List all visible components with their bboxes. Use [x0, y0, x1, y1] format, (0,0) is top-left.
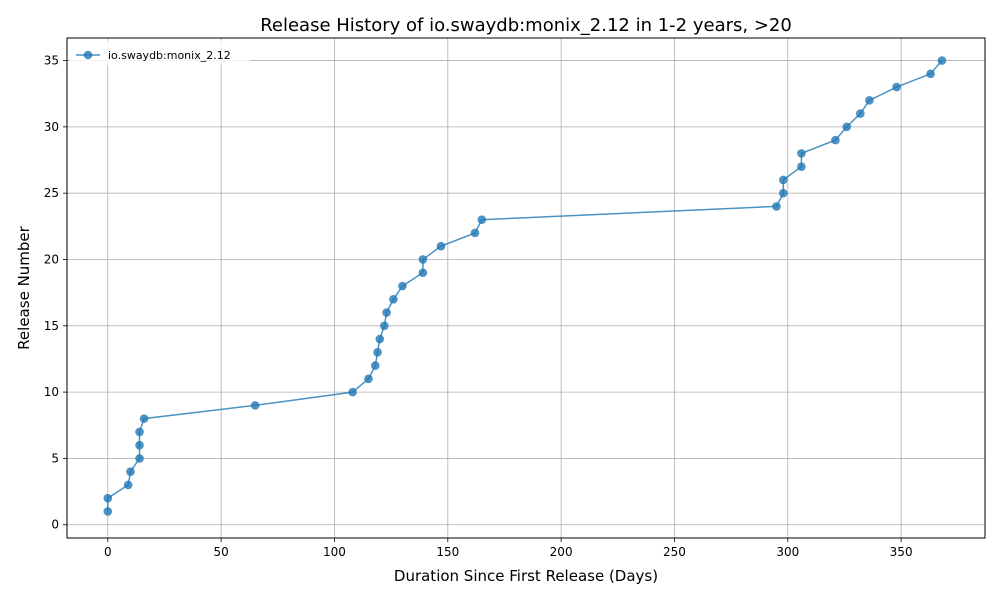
x-axis-label: Duration Since First Release (Days) — [394, 567, 658, 585]
x-tick-label: 0 — [104, 545, 112, 559]
data-point — [778, 175, 788, 185]
data-point — [470, 228, 480, 238]
data-point — [389, 294, 398, 304]
legend-label: io.swaydb:monix_2.12 — [108, 49, 231, 62]
data-point — [103, 507, 113, 516]
data-point — [382, 308, 391, 317]
data-point — [892, 82, 901, 92]
data-point — [418, 255, 428, 264]
data-point — [477, 215, 487, 224]
y-axis-label: Release Number — [15, 225, 33, 349]
x-tick-label: 100 — [323, 545, 346, 559]
legend: io.swaydb:monix_2.12 — [70, 41, 250, 65]
y-tick-label: 20 — [44, 252, 59, 266]
data-point — [937, 56, 947, 65]
data-point — [348, 387, 357, 397]
series-layer — [103, 56, 947, 516]
y-tick-label: 35 — [44, 54, 59, 68]
data-point — [364, 374, 373, 384]
x-tick-label: 50 — [213, 545, 228, 559]
grid-lines — [67, 38, 985, 538]
data-point — [370, 361, 380, 370]
data-point — [375, 334, 385, 344]
y-tick-label: 0 — [51, 518, 59, 532]
data-point — [250, 401, 260, 410]
data-point — [139, 414, 149, 423]
data-point — [123, 480, 133, 490]
y-tick-label: 25 — [44, 186, 59, 200]
data-point — [418, 268, 428, 278]
data-point — [772, 202, 781, 211]
y-tick-label: 5 — [51, 451, 59, 465]
y-tick-label: 10 — [44, 385, 59, 399]
data-point — [831, 135, 840, 145]
x-tick-label: 150 — [436, 545, 459, 559]
data-point — [380, 321, 389, 331]
data-point — [135, 427, 144, 437]
data-point — [778, 188, 788, 198]
data-point — [135, 454, 144, 463]
y-tick-label: 15 — [44, 319, 59, 333]
chart-title: Release History of io.swaydb:monix_2.12 … — [260, 15, 792, 36]
data-point — [126, 467, 135, 476]
data-point — [926, 69, 935, 79]
y-tick-label: 30 — [44, 120, 59, 134]
x-tick-label: 300 — [776, 545, 799, 559]
legend-box — [70, 41, 250, 65]
data-point — [797, 149, 806, 158]
data-point — [865, 96, 874, 105]
data-point — [842, 122, 852, 132]
data-point — [103, 493, 113, 503]
legend-marker — [83, 50, 93, 60]
data-point — [436, 241, 446, 251]
data-point — [398, 281, 407, 291]
plot-frame — [66, 37, 986, 539]
x-tick-label: 350 — [890, 545, 913, 559]
data-point — [856, 109, 865, 118]
data-point — [135, 440, 144, 450]
data-point — [797, 162, 806, 171]
y-axis-ticks: 0 5 10 15 20 25 30 35 — [44, 54, 67, 532]
x-tick-label: 250 — [663, 545, 686, 559]
x-tick-label: 200 — [550, 545, 573, 559]
x-axis-ticks: 0 50 100 150 200 250 300 350 — [104, 538, 913, 559]
data-point — [373, 348, 382, 357]
